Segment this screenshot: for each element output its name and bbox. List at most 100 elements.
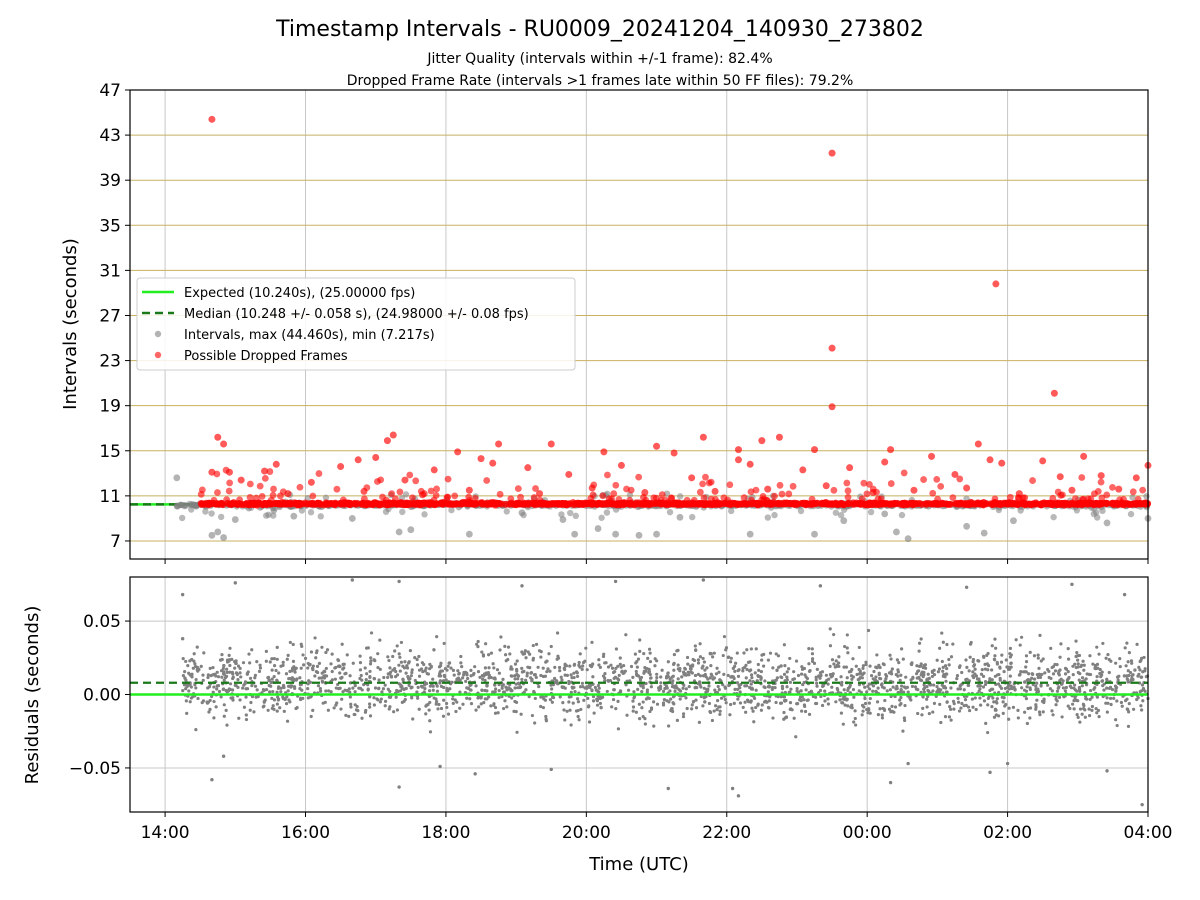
dropped-frame-point [937, 482, 945, 490]
intervals-y-tick-label: 39 [99, 171, 121, 191]
residual-point [269, 684, 273, 688]
residual-point [943, 664, 948, 668]
residual-point [707, 684, 711, 688]
residual-point [315, 664, 320, 669]
residual-point [245, 671, 249, 676]
residual-point [516, 673, 520, 678]
residual-point [506, 657, 510, 662]
dropped-frame-point [635, 473, 643, 481]
residual-point [668, 689, 672, 693]
residual-point [495, 668, 500, 672]
residual-point [228, 646, 232, 650]
residual-point [746, 660, 751, 664]
residual-point [945, 672, 949, 676]
residual-point [314, 651, 319, 655]
residual-point [186, 664, 190, 668]
dropped-frame-point [593, 500, 601, 508]
residual-point [479, 696, 483, 700]
residual-point [738, 690, 742, 694]
residual-point [916, 711, 920, 716]
residual-point [1064, 667, 1069, 671]
residual-point [894, 672, 898, 677]
residual-point [222, 703, 226, 707]
residual-point [947, 657, 951, 662]
residual-point [428, 730, 433, 734]
residual-point [832, 633, 836, 637]
residual-point [227, 653, 231, 657]
residual-point [1027, 672, 1031, 676]
residual-point [866, 628, 871, 633]
dropped-frame-point [237, 476, 245, 484]
residual-point [894, 687, 898, 691]
residual-point [451, 701, 455, 705]
residual-point [616, 727, 621, 731]
residual-point [671, 709, 675, 714]
residual-point [474, 684, 478, 688]
residual-point [709, 664, 713, 668]
residual-point [181, 656, 185, 661]
interval-point [220, 534, 228, 541]
residual-point [556, 654, 560, 658]
residual-point [997, 672, 1001, 677]
residual-point [1051, 672, 1056, 676]
residual-point [399, 640, 404, 645]
residual-point [330, 669, 334, 674]
interval-point [1099, 507, 1106, 515]
residual-point [913, 685, 917, 689]
residual-point [1124, 699, 1128, 703]
residual-point [288, 700, 292, 704]
dropped-frame-point [662, 496, 669, 504]
residual-point [751, 709, 755, 713]
residual-point [437, 702, 441, 707]
residual-point [868, 696, 872, 701]
residual-point [368, 702, 372, 706]
residuals-y-tick-label: 0.00 [83, 686, 121, 706]
residual-point [703, 700, 707, 704]
residual-point [1034, 705, 1038, 709]
residual-point [1014, 638, 1018, 642]
residual-point [985, 681, 989, 685]
dropped-frame-point [197, 490, 205, 498]
residual-point [908, 696, 912, 700]
residual-point [515, 730, 519, 734]
dropped-frame-point [1038, 500, 1046, 508]
residual-point [228, 663, 232, 668]
residual-point [281, 663, 285, 667]
residual-point [395, 708, 400, 712]
residual-point [234, 684, 238, 688]
residual-point [1061, 686, 1066, 690]
residual-point [211, 673, 215, 677]
dropped-frame-point [547, 440, 555, 448]
intervals-y-tick-label: 19 [99, 397, 121, 417]
residual-point [966, 705, 971, 709]
residual-point [311, 708, 315, 712]
interval-point [177, 501, 184, 509]
residual-point [887, 671, 892, 675]
residual-point [718, 678, 722, 682]
residual-point [724, 701, 728, 705]
interval-point [208, 531, 216, 539]
residual-point [279, 690, 283, 694]
residual-point [476, 696, 480, 700]
residual-point [1078, 720, 1082, 724]
residual-point [718, 712, 722, 717]
residual-point [581, 664, 585, 668]
residual-point [1076, 662, 1080, 666]
dropped-frame-point [459, 500, 467, 508]
residual-point [824, 673, 828, 677]
residual-point [302, 663, 306, 667]
dropped-frame-point [210, 496, 218, 504]
residual-point [446, 712, 451, 716]
residual-point [520, 650, 524, 654]
residual-point [336, 658, 341, 663]
residual-point [875, 700, 880, 704]
dropped-frame-point [226, 479, 234, 487]
residual-point [936, 687, 940, 691]
residual-point [244, 713, 248, 717]
residual-point [368, 662, 373, 666]
dropped-frame-point [438, 500, 446, 508]
residual-point [864, 660, 868, 664]
residual-point [977, 659, 981, 663]
residual-point [648, 651, 652, 655]
residual-point [1066, 676, 1071, 681]
